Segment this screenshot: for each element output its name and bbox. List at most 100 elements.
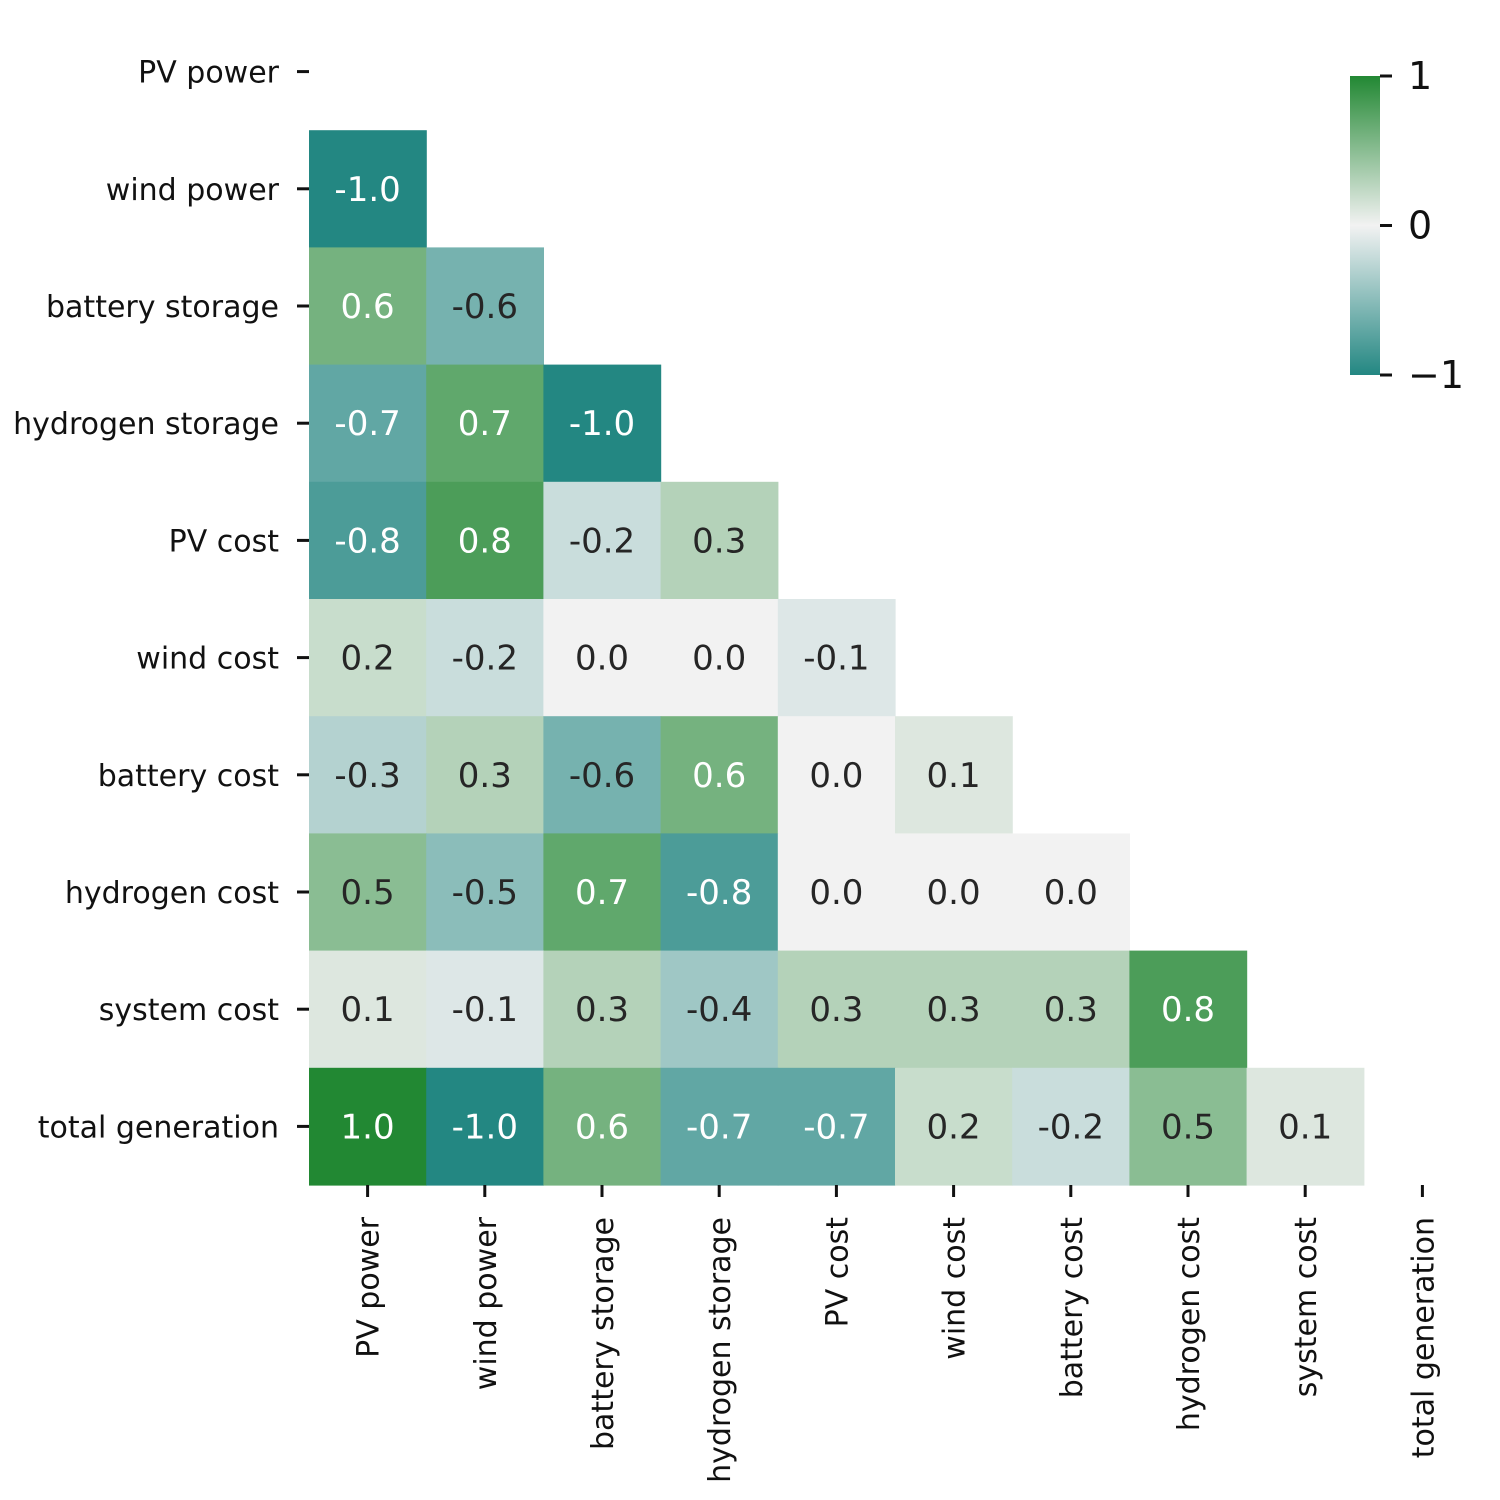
x-tick-label: PV cost <box>820 1217 855 1328</box>
heatmap-cell <box>895 1067 1013 1186</box>
heatmap-cell <box>1012 833 1130 952</box>
heatmap-cell <box>660 950 779 1069</box>
heatmap-cell <box>426 1067 544 1186</box>
cell-value-label: -0.6 <box>452 287 518 327</box>
heatmap-cell <box>309 130 427 248</box>
cell-value-label: 0.3 <box>927 990 981 1030</box>
cell-value-label: 0.1 <box>341 990 395 1030</box>
cell-value-label: -0.1 <box>452 990 518 1030</box>
y-tick-label: system cost <box>99 993 279 1028</box>
cell-value-label: 0.3 <box>1044 990 1098 1030</box>
cell-value-label: 0.5 <box>341 873 395 913</box>
cell-value-label: -0.5 <box>452 873 518 913</box>
x-tick-label: wind power <box>469 1216 504 1390</box>
cell-value-label: 0.7 <box>458 404 512 444</box>
heatmap-cell <box>660 716 779 834</box>
cell-value-label: -0.3 <box>334 756 400 796</box>
x-tick-label: hydrogen cost <box>1172 1217 1207 1431</box>
y-axis: PV power wind power battery storage hydroge… <box>13 56 309 1145</box>
heatmap-cell <box>660 481 779 600</box>
colorbar-tick-label: 0 <box>1408 204 1432 248</box>
heatmap-cell <box>309 247 427 366</box>
heatmap-cell <box>777 833 896 952</box>
cell-value-label: 0.0 <box>927 873 981 913</box>
y-tick-label: PV power <box>138 56 280 91</box>
heatmap-cells <box>309 130 1365 1186</box>
cell-value-label: -0.1 <box>803 639 869 679</box>
cell-value-label: -0.7 <box>803 1107 869 1147</box>
heatmap-cell-labels: -1.0 0.6 -0.6 -0.7 0.7 -1.0 -0.8 0.8 -0.2 0.3 0.2 -… <box>334 170 1332 1148</box>
heatmap-cell <box>543 716 662 834</box>
cell-value-label: 0.1 <box>927 756 981 796</box>
heatmap-cell <box>777 599 896 717</box>
cell-value-label: -0.8 <box>686 873 752 913</box>
colorbar-tick-label: −1 <box>1408 353 1464 397</box>
cell-value-label: 0.2 <box>927 1107 981 1147</box>
cell-value-label: -0.6 <box>569 756 635 796</box>
heatmap-cell <box>426 481 544 600</box>
colorbar-gradient <box>1350 76 1380 375</box>
x-tick-label: hydrogen storage <box>703 1217 738 1483</box>
colorbar-tick-label: 1 <box>1408 54 1432 98</box>
heatmap-cell <box>895 833 1013 952</box>
heatmap-cell <box>543 1067 662 1186</box>
y-tick-label: hydrogen storage <box>13 407 279 442</box>
heatmap-cell <box>309 716 427 834</box>
heatmap-cell <box>426 364 544 483</box>
heatmap-cell <box>426 716 544 834</box>
y-tick-label: PV cost <box>169 524 280 559</box>
heatmap-cell <box>1246 1067 1365 1186</box>
cell-value-label: 0.3 <box>575 990 629 1030</box>
heatmap-cell <box>543 833 662 952</box>
y-tick-label: total generation <box>38 1110 279 1145</box>
heatmap-cell <box>1012 1067 1130 1186</box>
heatmap-cell <box>895 950 1013 1069</box>
cell-value-label: 0.6 <box>575 1107 629 1147</box>
cell-value-label: 0.3 <box>458 756 512 796</box>
heatmap-cell <box>309 833 427 952</box>
cell-value-label: 0.3 <box>809 990 863 1030</box>
x-tick-label: system cost <box>1289 1217 1324 1397</box>
x-tick-label: battery cost <box>1055 1217 1090 1399</box>
heatmap-cell <box>309 950 427 1069</box>
cell-value-label: 0.2 <box>341 639 395 679</box>
cell-value-label: 0.0 <box>692 639 746 679</box>
cell-value-label: 0.8 <box>1161 990 1215 1030</box>
y-tick-label: battery storage <box>46 290 279 325</box>
heatmap-cell <box>309 364 427 483</box>
x-axis: PV power wind power battery storage hydroge… <box>352 1185 1441 1483</box>
heatmap-cell <box>660 833 779 952</box>
heatmap-cell <box>660 1067 779 1186</box>
cell-value-label: -0.2 <box>569 521 635 561</box>
heatmap-cell <box>1012 950 1130 1069</box>
y-tick-label: wind power <box>106 173 280 208</box>
heatmap-cell <box>1129 1067 1248 1186</box>
x-tick-label: PV power <box>352 1216 387 1358</box>
cell-value-label: 0.7 <box>575 873 629 913</box>
cell-value-label: -1.0 <box>452 1107 518 1147</box>
heatmap-cell <box>543 950 662 1069</box>
y-tick-label: wind cost <box>136 642 279 677</box>
cell-value-label: 0.0 <box>809 873 863 913</box>
heatmap-cell <box>309 599 427 717</box>
cell-value-label: -0.7 <box>686 1107 752 1147</box>
x-tick-label: total generation <box>1406 1217 1441 1458</box>
cell-value-label: 0.5 <box>1161 1107 1215 1147</box>
cell-value-label: -0.4 <box>686 990 752 1030</box>
y-tick-label: battery cost <box>98 759 280 794</box>
heatmap-cell <box>309 1067 427 1186</box>
cell-value-label: 0.1 <box>1278 1107 1332 1147</box>
cell-value-label: 1.0 <box>341 1107 395 1147</box>
heatmap-cell <box>660 599 779 717</box>
heatmap-cell <box>426 247 544 366</box>
heatmap-cell <box>777 950 896 1069</box>
heatmap-cell <box>426 833 544 952</box>
heatmap-cell <box>543 364 662 483</box>
heatmap-cell <box>426 599 544 717</box>
cell-value-label: 0.0 <box>1044 873 1098 913</box>
cell-value-label: 0.8 <box>458 521 512 561</box>
y-tick-label: hydrogen cost <box>65 876 279 911</box>
cell-value-label: 0.0 <box>575 639 629 679</box>
heatmap-cell <box>309 481 427 600</box>
